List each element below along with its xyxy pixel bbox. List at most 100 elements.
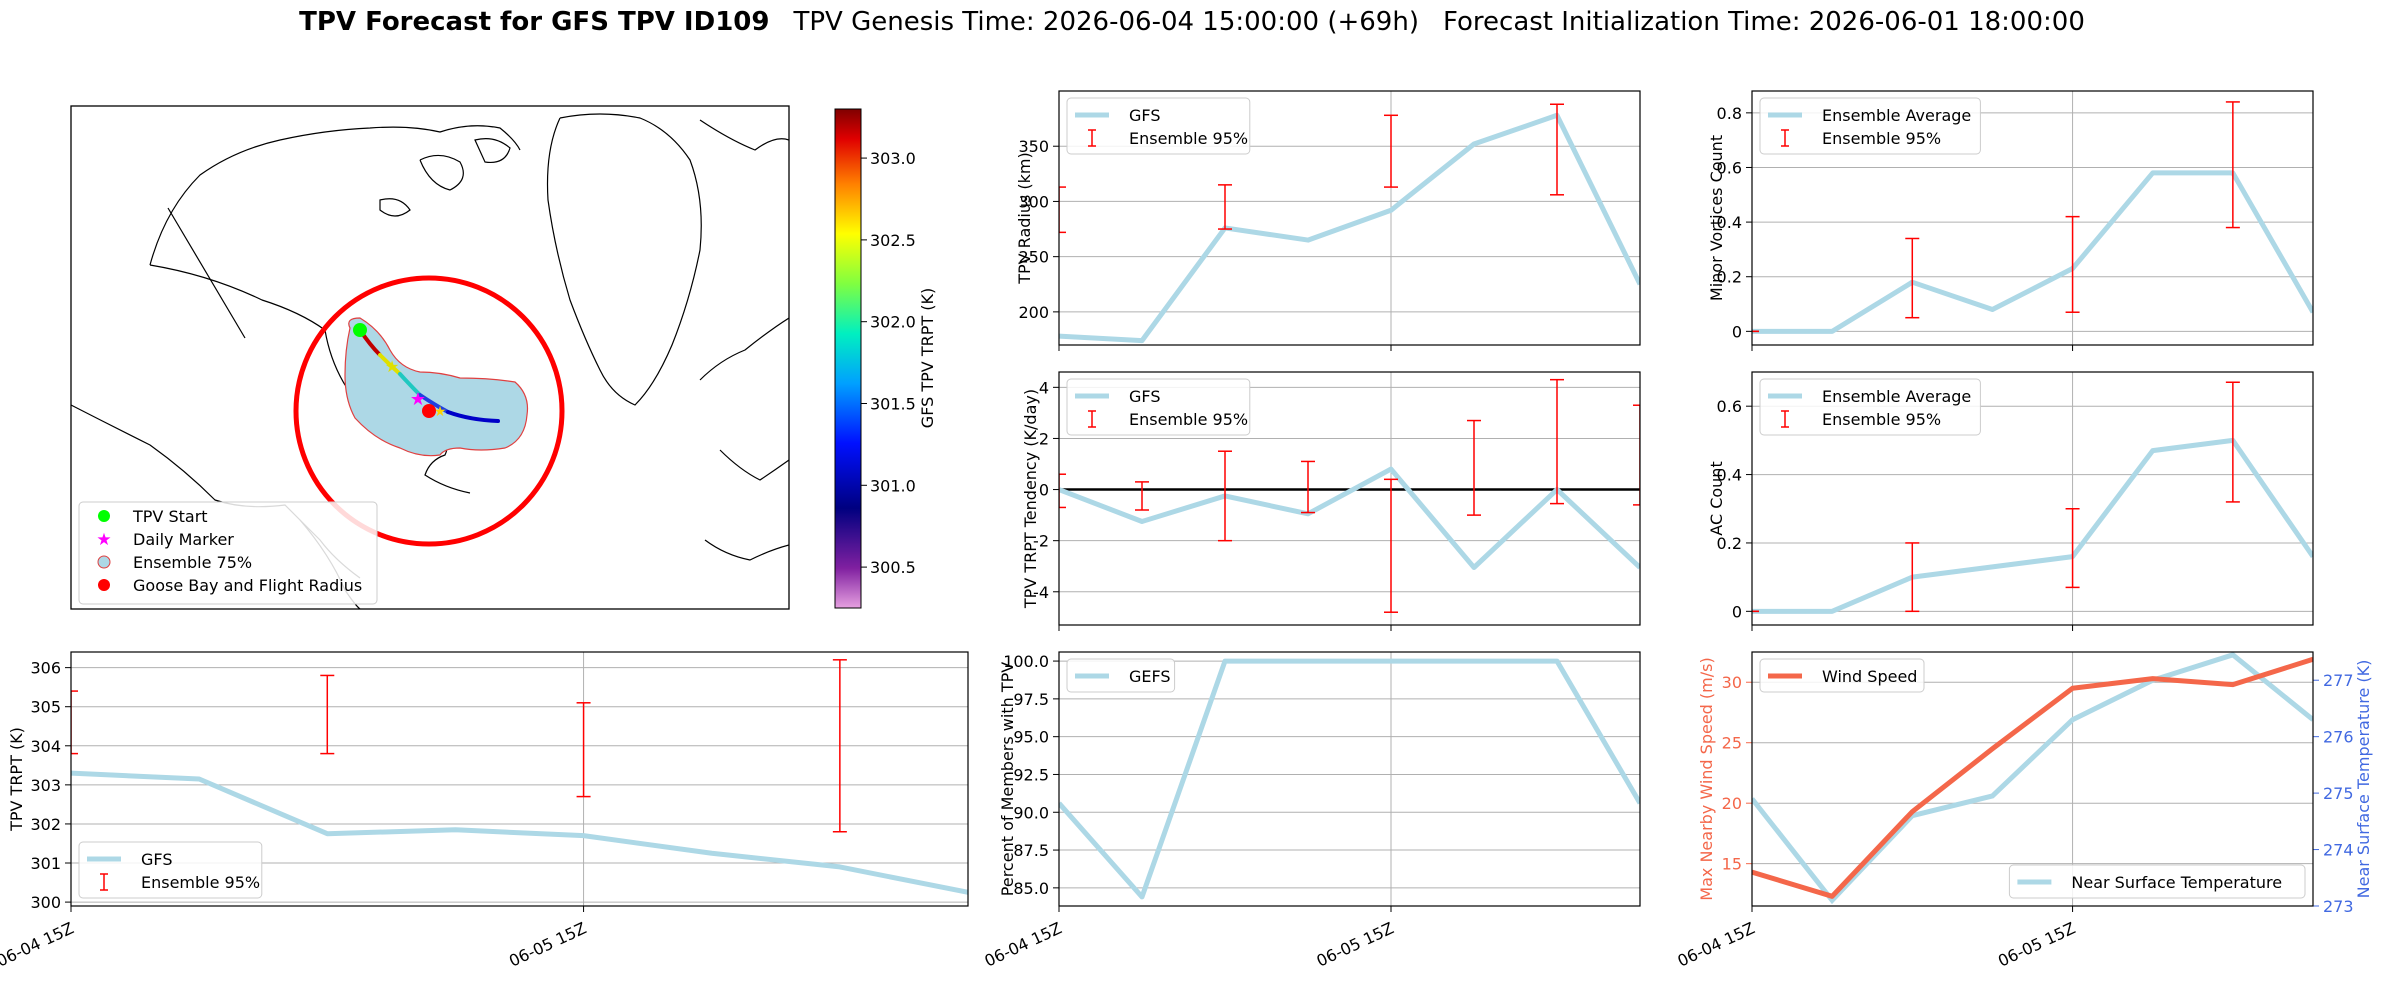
y-tick-label: 2 — [1039, 429, 1049, 448]
y-tick-label: 304 — [30, 737, 61, 756]
y-tick-label: 15 — [1722, 855, 1742, 874]
y-axis-label: Minor Vortices Count — [1707, 135, 1726, 301]
colorbar-ticks: 300.5 301.0 301.5 302.0 302.5 303.0 — [861, 149, 916, 577]
y-axis-label: TPV Radius (km) — [1015, 152, 1034, 285]
colorbar-tick-label: 303.0 — [870, 149, 916, 168]
axes-frame — [1751, 651, 2314, 907]
y-tick-label: 0.6 — [1717, 158, 1742, 177]
map-coastline-greenland — [546, 113, 702, 406]
map-legend: TPV Start ★ Daily Marker Ensemble 75% Go… — [78, 501, 378, 605]
y-tick-label: 90.0 — [1013, 803, 1049, 822]
figure-title-bold: TPV Forecast for GFS TPV ID109 — [299, 7, 769, 37]
y-tick-label: 0.2 — [1717, 268, 1742, 287]
legend-star-icon: ★ — [96, 530, 111, 550]
y-tick-label: 301 — [30, 854, 61, 873]
daily-marker-1: ★ — [385, 357, 399, 376]
y-tick-label: 4 — [1039, 378, 1049, 397]
legend-goose-label: Goose Bay and Flight Radius — [133, 576, 362, 595]
map-border-canada-west — [149, 264, 326, 331]
figure-title: TPV Forecast for GFS TPV ID109 TPV Genesi… — [299, 7, 2085, 37]
y-tick-label: 0 — [1732, 322, 1742, 341]
colorbar-tick-label: 302.5 — [870, 231, 916, 250]
y-tick-label: -4 — [1033, 583, 1049, 602]
legend-label: Ensemble Average — [1822, 106, 1971, 125]
plot-area — [1059, 378, 1640, 613]
axes-frame — [1058, 371, 1641, 626]
legend-label: GFS — [1129, 106, 1160, 125]
y2-tick-label: 277 — [2323, 671, 2354, 690]
legend-box — [2008, 864, 2306, 899]
wind-temperature-chart: 15 20 25 30 06-04 15Z 06-05 15Z 273 274 275 276 27… — [1675, 651, 2373, 971]
y-tick-label: 20 — [1722, 794, 1742, 813]
y-tick-label: 0.6 — [1717, 397, 1742, 416]
colorbar-tick-label: 301.5 — [870, 394, 916, 413]
y-tick-label: 87.5 — [1013, 841, 1049, 860]
y-tick-label: -2 — [1033, 532, 1049, 551]
daily-marker-3: ★ — [434, 404, 447, 420]
y-axis-label: Percent of Members with TPV — [998, 662, 1017, 896]
y-tick-label: 300 — [30, 893, 61, 912]
legend-marker-label: Daily Marker — [133, 530, 234, 549]
y-tick-label: 85.0 — [1013, 879, 1049, 898]
legend-label: GEFS — [1129, 667, 1171, 686]
legend-label: Ensemble Average — [1822, 387, 1971, 406]
colorbar-label: GFS TPV TRPT (K) — [918, 288, 937, 428]
y-tick-label: 0.4 — [1717, 213, 1742, 232]
y-tick-label: 0.2 — [1717, 534, 1742, 553]
series-line — [1752, 656, 2313, 899]
series-line — [1752, 437, 2313, 614]
y2-tick-label: 275 — [2323, 784, 2354, 803]
plot-area — [1752, 381, 2313, 614]
axes-frame — [1058, 651, 1641, 907]
colorbar-tick-label: 300.5 — [870, 558, 916, 577]
series-line — [71, 770, 968, 895]
plot-area — [1059, 103, 1640, 344]
legend-label: Ensemble 95% — [141, 873, 260, 892]
plot-area — [71, 659, 968, 895]
tpv-track — [358, 328, 500, 423]
legend-box — [1066, 378, 1251, 436]
y-tick-label: 250 — [1018, 248, 1049, 267]
series-line — [1059, 658, 1640, 900]
y-tick-label: 92.5 — [1013, 765, 1049, 784]
goose-bay-marker — [422, 404, 436, 418]
axes-frame — [1751, 371, 2314, 626]
y-tick-label: 200 — [1018, 303, 1049, 322]
map-border-alaska-canada — [167, 207, 246, 339]
legend-box — [1759, 658, 1925, 693]
x-tick-label: 06-05 15Z — [506, 918, 589, 970]
y2-tick-label: 276 — [2323, 728, 2354, 747]
legend-box — [1759, 378, 1981, 436]
legend-box — [1759, 97, 1981, 155]
plot-area — [1752, 652, 2313, 905]
tpv-start-marker — [353, 323, 367, 337]
y-tick-label: 25 — [1722, 734, 1742, 753]
legend-start-icon — [98, 510, 110, 522]
axes-frame — [1058, 90, 1641, 346]
map-islands-arctic — [379, 138, 511, 217]
daily-marker-2: ★ — [410, 389, 426, 410]
y2-tick-label: 274 — [2323, 841, 2354, 860]
y-axis-label: Max Nearby Wind Speed (m/s) — [1697, 657, 1716, 900]
y2-axis-label: Near Surface Temperature (K) — [2354, 660, 2373, 899]
legend-label: GFS — [1129, 387, 1160, 406]
y-tick-label: 30 — [1722, 673, 1742, 692]
legend-box — [1066, 97, 1251, 155]
map-coastline-arctic — [149, 125, 521, 266]
y-tick-label: 303 — [30, 776, 61, 795]
minor-vortices-chart: 0 0.2 0.4 0.6 0.8 Minor Vortices Count Ensembl… — [1707, 90, 2314, 351]
colorbar — [834, 108, 862, 609]
legend-label: Wind Speed — [1822, 667, 1917, 686]
y-tick-label: 95.0 — [1013, 728, 1049, 747]
y-axis-label: TPV TRPT (K) — [7, 727, 26, 832]
colorbar-tick-label: 301.0 — [870, 476, 916, 495]
y-tick-label: 0 — [1039, 481, 1049, 500]
legend-label: Near Surface Temperature — [2071, 873, 2282, 892]
y-tick-label: 0 — [1732, 602, 1742, 621]
flight-radius-circle — [293, 275, 565, 547]
members-chart: 85.0 87.5 90.0 92.5 95.0 97.5 100.0 06-04 15Z 06… — [982, 651, 1641, 971]
trpt-chart: 300 301 302 303 304 305 306 06-04 15Z 06-05 15Z T… — [0, 651, 969, 971]
